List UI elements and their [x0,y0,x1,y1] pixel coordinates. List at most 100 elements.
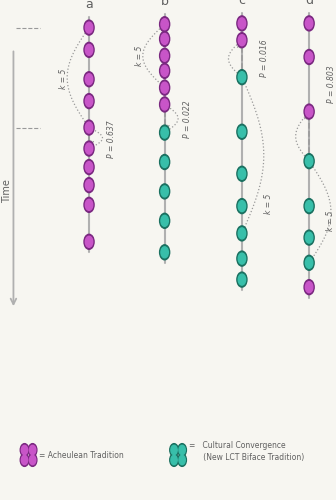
Circle shape [20,454,29,466]
Circle shape [237,198,247,214]
Circle shape [161,82,168,93]
Text: P = 0.016: P = 0.016 [260,40,269,78]
Text: d: d [305,0,313,7]
Text: P = 0.803: P = 0.803 [328,66,336,103]
Circle shape [160,154,170,170]
Circle shape [238,34,246,46]
Circle shape [160,48,170,63]
Circle shape [84,94,94,108]
Text: k = 5: k = 5 [327,210,335,231]
Circle shape [305,106,313,117]
Circle shape [161,156,168,168]
Circle shape [22,446,28,454]
Text: P = 0.022: P = 0.022 [183,100,192,138]
Circle shape [161,127,168,138]
Circle shape [20,444,29,456]
Circle shape [160,64,170,78]
Circle shape [238,274,246,285]
Circle shape [84,160,94,174]
Circle shape [30,446,36,454]
Circle shape [28,454,37,466]
Circle shape [304,230,314,245]
Circle shape [304,104,314,119]
Circle shape [171,446,177,454]
Circle shape [238,253,246,264]
Text: a: a [85,0,93,11]
Circle shape [178,444,186,456]
Circle shape [160,32,170,46]
Circle shape [161,99,168,110]
Circle shape [237,16,247,31]
Circle shape [22,456,28,464]
Circle shape [160,80,170,95]
Circle shape [84,120,94,135]
Circle shape [237,226,247,241]
Circle shape [160,125,170,140]
Circle shape [170,444,178,456]
Text: k = 5: k = 5 [59,69,68,89]
Circle shape [84,198,94,212]
Circle shape [238,126,246,138]
Circle shape [238,228,246,239]
Circle shape [161,186,168,197]
Circle shape [84,42,94,58]
Circle shape [161,50,168,61]
Circle shape [84,20,94,35]
Circle shape [305,52,313,62]
Circle shape [237,124,247,140]
Circle shape [85,96,93,106]
Circle shape [237,32,247,48]
Circle shape [305,200,313,211]
Circle shape [237,272,247,287]
Circle shape [30,456,36,464]
Circle shape [304,16,314,31]
Circle shape [85,44,93,56]
Text: k = 5: k = 5 [264,194,273,214]
Text: P = 0.637: P = 0.637 [108,120,116,158]
Text: =   Cultural Convergence
      (New LCT Biface Tradition): = Cultural Convergence (New LCT Biface T… [189,441,304,462]
Circle shape [84,141,94,156]
Text: k = 5: k = 5 [135,46,144,66]
Circle shape [178,454,186,466]
Circle shape [85,200,93,210]
Circle shape [161,18,168,30]
Circle shape [161,34,168,44]
Circle shape [237,251,247,266]
Circle shape [304,154,314,168]
Circle shape [238,168,246,179]
Circle shape [304,50,314,64]
Circle shape [28,444,37,456]
Circle shape [85,180,93,190]
Text: Time: Time [2,180,12,204]
Circle shape [161,66,168,76]
Circle shape [179,446,185,454]
Circle shape [171,456,177,464]
Circle shape [84,178,94,192]
Circle shape [179,456,185,464]
Text: = Acheulean Tradition: = Acheulean Tradition [39,450,124,460]
Circle shape [304,256,314,270]
Circle shape [160,184,170,199]
Circle shape [161,216,168,226]
Circle shape [85,143,93,154]
Circle shape [84,72,94,87]
Circle shape [85,122,93,133]
Text: c: c [239,0,245,7]
Circle shape [84,234,94,250]
Circle shape [160,214,170,228]
Circle shape [85,74,93,85]
Circle shape [304,198,314,214]
Circle shape [170,454,178,466]
Circle shape [160,16,170,32]
Circle shape [160,245,170,260]
Circle shape [85,162,93,172]
Circle shape [305,156,313,166]
Circle shape [160,97,170,112]
Circle shape [305,18,313,29]
Circle shape [304,280,314,294]
Circle shape [238,72,246,83]
Circle shape [237,70,247,84]
Circle shape [85,236,93,248]
Circle shape [237,166,247,182]
Circle shape [161,247,168,258]
